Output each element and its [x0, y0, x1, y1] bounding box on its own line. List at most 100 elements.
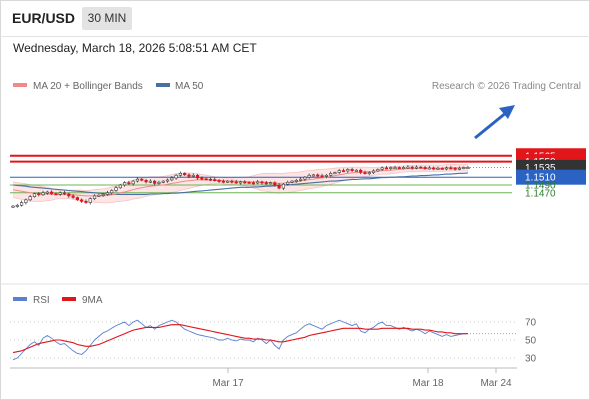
candle [88, 197, 92, 205]
candle [15, 203, 19, 208]
candle-body [256, 181, 260, 184]
candle [354, 169, 358, 172]
candle-body [28, 196, 32, 201]
candle [123, 181, 127, 187]
candle-body [397, 167, 401, 169]
candle-body [84, 201, 88, 203]
candle [260, 180, 264, 185]
candle [183, 172, 187, 176]
candle [178, 171, 183, 177]
candle-body [277, 184, 281, 189]
candle-body [238, 181, 243, 184]
candle-body [311, 174, 316, 177]
candle-body [436, 167, 440, 170]
candle-body [157, 181, 161, 184]
candle [268, 181, 273, 185]
candle [131, 179, 135, 186]
candle [376, 168, 380, 172]
candle-body [75, 197, 79, 201]
candle-body [251, 182, 255, 185]
candle-body [41, 192, 45, 196]
candle-body [294, 180, 298, 182]
timeframe-badge[interactable]: 30 MIN [82, 7, 132, 30]
candle [384, 165, 389, 170]
candle [397, 166, 401, 169]
candle-body [187, 174, 191, 177]
x-tick-label: Mar 24 [480, 378, 512, 389]
candle [251, 181, 255, 185]
candle [200, 176, 204, 181]
candle-body [19, 202, 24, 206]
candle [140, 178, 144, 182]
candle-body [363, 172, 367, 175]
candle [19, 200, 24, 207]
candle-body [427, 167, 431, 170]
candle [329, 171, 333, 177]
candle-body [230, 180, 234, 183]
candle-body [217, 180, 221, 182]
candle-body [402, 167, 406, 169]
rsi-tick-50: 50 [525, 336, 537, 347]
candle-body [105, 192, 110, 195]
candle-body [208, 178, 213, 181]
candle-body [234, 181, 238, 184]
candle [307, 173, 311, 179]
legend-ma20-swatch [13, 83, 27, 87]
candle [436, 166, 440, 170]
candle [303, 175, 307, 182]
candle-body [170, 177, 174, 181]
candle-body [226, 180, 230, 183]
rsi-ma-line [12, 324, 468, 354]
candle-body [457, 167, 462, 170]
candle [11, 205, 15, 208]
candle-body [281, 183, 286, 189]
candle-body [264, 182, 268, 185]
candle-body [11, 205, 15, 208]
candle-body [123, 182, 127, 186]
candle [221, 179, 225, 184]
candle-body [127, 182, 131, 185]
candle [41, 190, 45, 196]
candle [316, 173, 320, 178]
candle [32, 192, 37, 198]
candle-body [329, 173, 333, 176]
candle-body [449, 167, 453, 170]
candle-body [333, 172, 337, 175]
legend-rsi-swatch [13, 297, 27, 301]
candle [256, 179, 260, 185]
candle [226, 180, 230, 183]
candle-body [406, 166, 410, 169]
legend-ma50-swatch [156, 83, 170, 87]
candle-body [371, 170, 376, 173]
candle [432, 166, 436, 171]
candle [187, 173, 191, 179]
candle [110, 189, 114, 195]
level-lines [10, 154, 512, 194]
candle-body [341, 170, 346, 173]
candle-body [204, 178, 208, 181]
candle [213, 177, 217, 182]
candle [247, 181, 251, 184]
projection-arrow-layer [474, 105, 515, 140]
candle-body [290, 180, 294, 183]
candle-body [444, 167, 449, 170]
rsi-lines [12, 319, 468, 361]
candle [367, 171, 371, 176]
candle-body [174, 174, 178, 179]
rsi-tick-30: 30 [525, 354, 537, 365]
candle [440, 167, 444, 170]
candle [264, 180, 268, 185]
candle [393, 165, 397, 169]
candle [114, 186, 118, 192]
candle-body [118, 184, 122, 189]
candle [58, 191, 62, 197]
candle-body [462, 167, 466, 169]
candle-body [243, 181, 247, 184]
candle [208, 177, 213, 182]
candle [144, 178, 148, 184]
candle-body [131, 180, 135, 185]
top-divider [0, 36, 590, 37]
candle [444, 166, 449, 171]
candle-body [50, 191, 54, 194]
